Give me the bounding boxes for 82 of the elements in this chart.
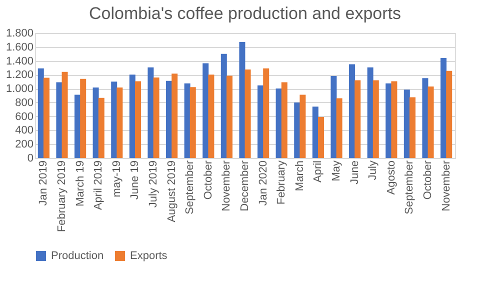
bar bbox=[391, 81, 398, 158]
x-tick-label: March bbox=[294, 160, 306, 192]
bar bbox=[404, 90, 410, 158]
bar bbox=[336, 98, 342, 158]
x-tick-label: December bbox=[239, 160, 251, 212]
bar bbox=[43, 78, 50, 158]
bar bbox=[148, 67, 154, 158]
y-tick-label: 0 bbox=[27, 152, 34, 164]
bar bbox=[172, 74, 178, 158]
x-tick-label: July bbox=[367, 160, 380, 180]
bar bbox=[244, 69, 251, 158]
bar bbox=[349, 64, 356, 158]
bar bbox=[116, 88, 123, 158]
bar bbox=[318, 117, 324, 158]
x-tick-label: September bbox=[404, 160, 416, 214]
bar bbox=[258, 85, 264, 158]
bar bbox=[410, 97, 416, 158]
y-tick-label: 600 bbox=[15, 110, 34, 123]
bar bbox=[446, 70, 452, 158]
x-tick-label: May bbox=[330, 160, 343, 182]
bar bbox=[62, 72, 68, 158]
bar bbox=[56, 82, 62, 158]
y-tick-label: 400 bbox=[15, 124, 34, 137]
bar bbox=[354, 80, 361, 158]
y-tick-label: 1.000 bbox=[6, 83, 34, 96]
bar bbox=[153, 77, 160, 158]
x-tick-label: June bbox=[348, 160, 361, 184]
bar bbox=[367, 67, 374, 158]
legend-label: Exports bbox=[130, 250, 168, 262]
x-tick-label: March 19 bbox=[74, 160, 86, 206]
y-tick-label: 1.200 bbox=[6, 69, 34, 82]
bar bbox=[184, 83, 190, 158]
chart-title: Colombia's coffee production and exports bbox=[89, 4, 401, 23]
bar bbox=[92, 88, 99, 158]
bar bbox=[111, 82, 118, 158]
bar bbox=[276, 88, 282, 158]
y-tick-label: 200 bbox=[15, 138, 34, 151]
y-tick-label: 1.400 bbox=[6, 55, 34, 68]
bar bbox=[220, 54, 227, 158]
x-tick-label: October bbox=[422, 160, 434, 200]
bar bbox=[190, 87, 196, 158]
bar bbox=[386, 83, 392, 158]
y-tick-label: 800 bbox=[15, 96, 34, 109]
bar bbox=[74, 94, 80, 158]
x-tick-label: Jan 2020 bbox=[257, 160, 270, 206]
y-tick-label: 1.600 bbox=[6, 41, 34, 54]
bar bbox=[281, 82, 288, 158]
bar bbox=[134, 81, 141, 158]
x-tick-label: October bbox=[202, 160, 214, 200]
bar bbox=[80, 78, 86, 158]
x-tick-label: June 19 bbox=[129, 160, 142, 200]
x-tick-label: February bbox=[276, 160, 288, 205]
x-tick-label: August 2019 bbox=[166, 160, 178, 222]
bar bbox=[226, 76, 232, 158]
bar bbox=[239, 42, 246, 158]
bar bbox=[428, 86, 434, 158]
bar bbox=[166, 80, 172, 158]
bar bbox=[440, 58, 447, 158]
x-tick-label: April 2019 bbox=[92, 160, 105, 210]
bar bbox=[294, 102, 300, 158]
y-tick-label: 1.800 bbox=[6, 28, 34, 40]
bar bbox=[38, 68, 44, 158]
x-tick-label: may-19 bbox=[110, 160, 123, 198]
bar bbox=[300, 94, 306, 158]
x-tick-label: November bbox=[440, 160, 452, 212]
bar bbox=[98, 98, 104, 158]
x-tick-label: Agosto bbox=[385, 160, 398, 195]
x-tick-label: July 2019 bbox=[147, 160, 160, 208]
x-tick-label: September bbox=[184, 160, 196, 214]
x-tick-label: April bbox=[312, 160, 324, 183]
bar bbox=[330, 76, 337, 158]
x-tick-label: November bbox=[220, 160, 233, 212]
bar bbox=[129, 74, 136, 158]
bar bbox=[202, 63, 209, 158]
x-tick-label: Jan 2019 bbox=[38, 160, 50, 206]
bar bbox=[422, 78, 428, 158]
bar bbox=[208, 74, 214, 158]
bar bbox=[312, 106, 318, 158]
legend-label: Production bbox=[51, 250, 104, 262]
bar bbox=[263, 68, 270, 158]
x-tick-label: February 2019 bbox=[56, 160, 68, 232]
bar bbox=[372, 80, 379, 158]
